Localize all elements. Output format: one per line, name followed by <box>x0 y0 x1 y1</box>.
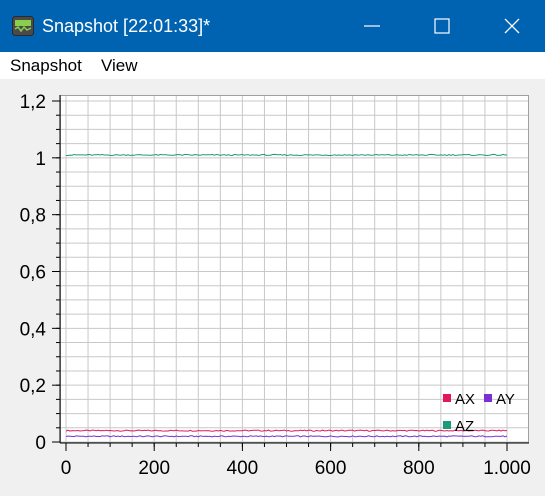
legend-label-az: AZ <box>455 418 474 435</box>
legend-swatch-ax <box>443 394 451 402</box>
menu-item-snapshot[interactable]: Snapshot <box>10 56 82 75</box>
chart-area: 0 0,2 0,4 0,6 0,8 1 1,2 0 200 400 600 800 1.000 AX AY A… <box>0 79 545 496</box>
maximize-button[interactable] <box>407 0 477 52</box>
menu-item-view[interactable]: View <box>101 56 138 75</box>
y-tick-label: 0,4 <box>20 319 47 340</box>
legend-label-ay: AY <box>496 391 515 408</box>
x-tick-label: 1.000 <box>483 458 531 479</box>
x-tick-label: 200 <box>138 458 170 479</box>
series-line-ay <box>65 435 508 438</box>
x-tick-label: 800 <box>403 458 435 479</box>
minimize-icon <box>364 25 380 27</box>
y-tick-label: 1 <box>35 149 46 170</box>
title-bar[interactable]: Snapshot [22:01:33]* <box>0 0 545 52</box>
minimize-button[interactable] <box>337 0 407 52</box>
line-chart[interactable]: 0 0,2 0,4 0,6 0,8 1 1,2 0 200 400 600 800 1.000 AX AY A… <box>0 79 545 496</box>
series-line-az <box>66 153 508 157</box>
y-tick-label: 0,6 <box>20 263 46 284</box>
legend-swatch-ay <box>484 394 492 402</box>
y-tick-label: 0 <box>35 433 46 454</box>
y-tick-label: 0,2 <box>20 376 46 397</box>
maximize-icon <box>434 18 450 34</box>
window-title: Snapshot [22:01:33]* <box>42 16 211 36</box>
x-tick-label: 600 <box>315 458 347 479</box>
x-tick-label: 400 <box>227 458 259 479</box>
menu-bar: Snapshot View <box>0 52 545 79</box>
close-icon <box>504 18 520 34</box>
legend-swatch-az <box>443 421 451 429</box>
x-tick-label: 0 <box>61 458 72 479</box>
series-line-ax <box>65 429 508 432</box>
waveform-app-icon <box>12 16 34 36</box>
legend-label-ax: AX <box>455 391 475 408</box>
y-tick-label: 0,8 <box>20 206 46 227</box>
close-button[interactable] <box>477 0 545 52</box>
y-tick-label: 1,2 <box>20 92 46 113</box>
